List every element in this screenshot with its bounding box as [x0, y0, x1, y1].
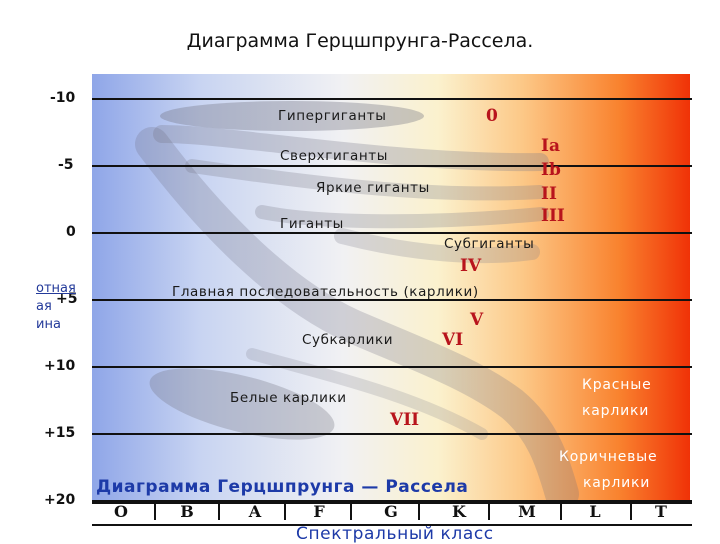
- magnitude-tick: -5: [58, 157, 74, 173]
- spectral-separator: [630, 504, 632, 520]
- region-main-sequence: Главная последовательность (карлики): [172, 284, 479, 300]
- luminosity-class-ii: II: [541, 184, 557, 204]
- spectral-class-t: T: [655, 502, 667, 521]
- region-white-dwarfs: Белые карлики: [230, 390, 347, 406]
- spectral-class-k: K: [452, 502, 466, 521]
- spectral-separator: [560, 504, 562, 520]
- grid-line-m5: [92, 165, 692, 167]
- grid-line-p5: [92, 299, 692, 301]
- region-hypergiants: Гипергиганты: [278, 108, 387, 124]
- bright-giant-band: [185, 159, 547, 201]
- y-label-line: отная: [36, 281, 76, 296]
- spectral-axis-label: Спектральный класс: [296, 524, 494, 544]
- spectral-class-f: F: [313, 502, 325, 521]
- spectral-separator: [350, 504, 352, 520]
- luminosity-class-ib: Ib: [541, 160, 561, 180]
- grid-line-p20: [92, 500, 692, 502]
- spectral-class-b: B: [180, 502, 194, 521]
- subdwarf-band: [246, 348, 488, 440]
- region-bright-giants: Яркие гиганты: [316, 180, 430, 196]
- luminosity-class-iv: IV: [460, 256, 482, 276]
- spectral-separator: [154, 504, 156, 520]
- region-red-dwarfs: Красные карлики: [582, 377, 652, 419]
- grid-line-m10: [92, 98, 692, 100]
- luminosity-class-v: V: [470, 310, 484, 330]
- luminosity-class-ia: Ia: [541, 136, 560, 156]
- spectral-class-g: G: [384, 502, 398, 521]
- region-giants: Гиганты: [280, 216, 344, 232]
- grid-line-0: [92, 232, 692, 234]
- y-label-line: ина: [36, 317, 61, 332]
- magnitude-tick: +10: [44, 358, 76, 374]
- hypergiant-band: [160, 101, 424, 131]
- diagram-caption: Диаграмма Герцшпрунга — Рассела: [96, 477, 469, 497]
- grid-line-p15: [92, 433, 692, 435]
- giant-band: [255, 205, 549, 229]
- supergiant-band: [153, 125, 549, 172]
- spectral-separator: [218, 504, 220, 520]
- luminosity-class-0: 0: [486, 106, 498, 126]
- magnitude-tick: +20: [44, 492, 76, 508]
- magnitude-tick: +5: [56, 291, 78, 307]
- luminosity-class-vi: VI: [442, 330, 464, 350]
- magnitude-axis-label: отная ая ина: [28, 280, 90, 334]
- spectral-separator: [488, 504, 490, 520]
- grid-line-p10: [92, 366, 692, 368]
- luminosity-class-vii: VII: [390, 410, 420, 430]
- magnitude-tick: +15: [44, 425, 76, 441]
- region-supergiants: Сверхгиганты: [280, 148, 389, 164]
- region-subgiants: Субгиганты: [444, 236, 535, 252]
- spectral-class-strip: [92, 502, 692, 526]
- region-subdwarfs: Субкарлики: [302, 332, 394, 348]
- white-dwarf-band: [149, 368, 335, 440]
- spectral-class-a: A: [248, 502, 262, 521]
- spectral-separator: [284, 504, 286, 520]
- slide-title: Диаграмма Герцшпрунга-Рассела.: [186, 30, 534, 52]
- spectral-class-o: O: [114, 502, 128, 521]
- subgiant-band: [334, 228, 540, 264]
- spectral-class-l: L: [589, 502, 601, 521]
- luminosity-class-iii: III: [541, 206, 565, 226]
- region-brown-dwarfs: Коричневые карлики: [559, 449, 658, 491]
- spectral-separator: [418, 504, 420, 520]
- magnitude-tick: -10: [50, 90, 76, 106]
- y-label-line: ая: [36, 299, 52, 314]
- magnitude-tick: 0: [66, 224, 76, 240]
- spectral-class-m: M: [518, 502, 536, 521]
